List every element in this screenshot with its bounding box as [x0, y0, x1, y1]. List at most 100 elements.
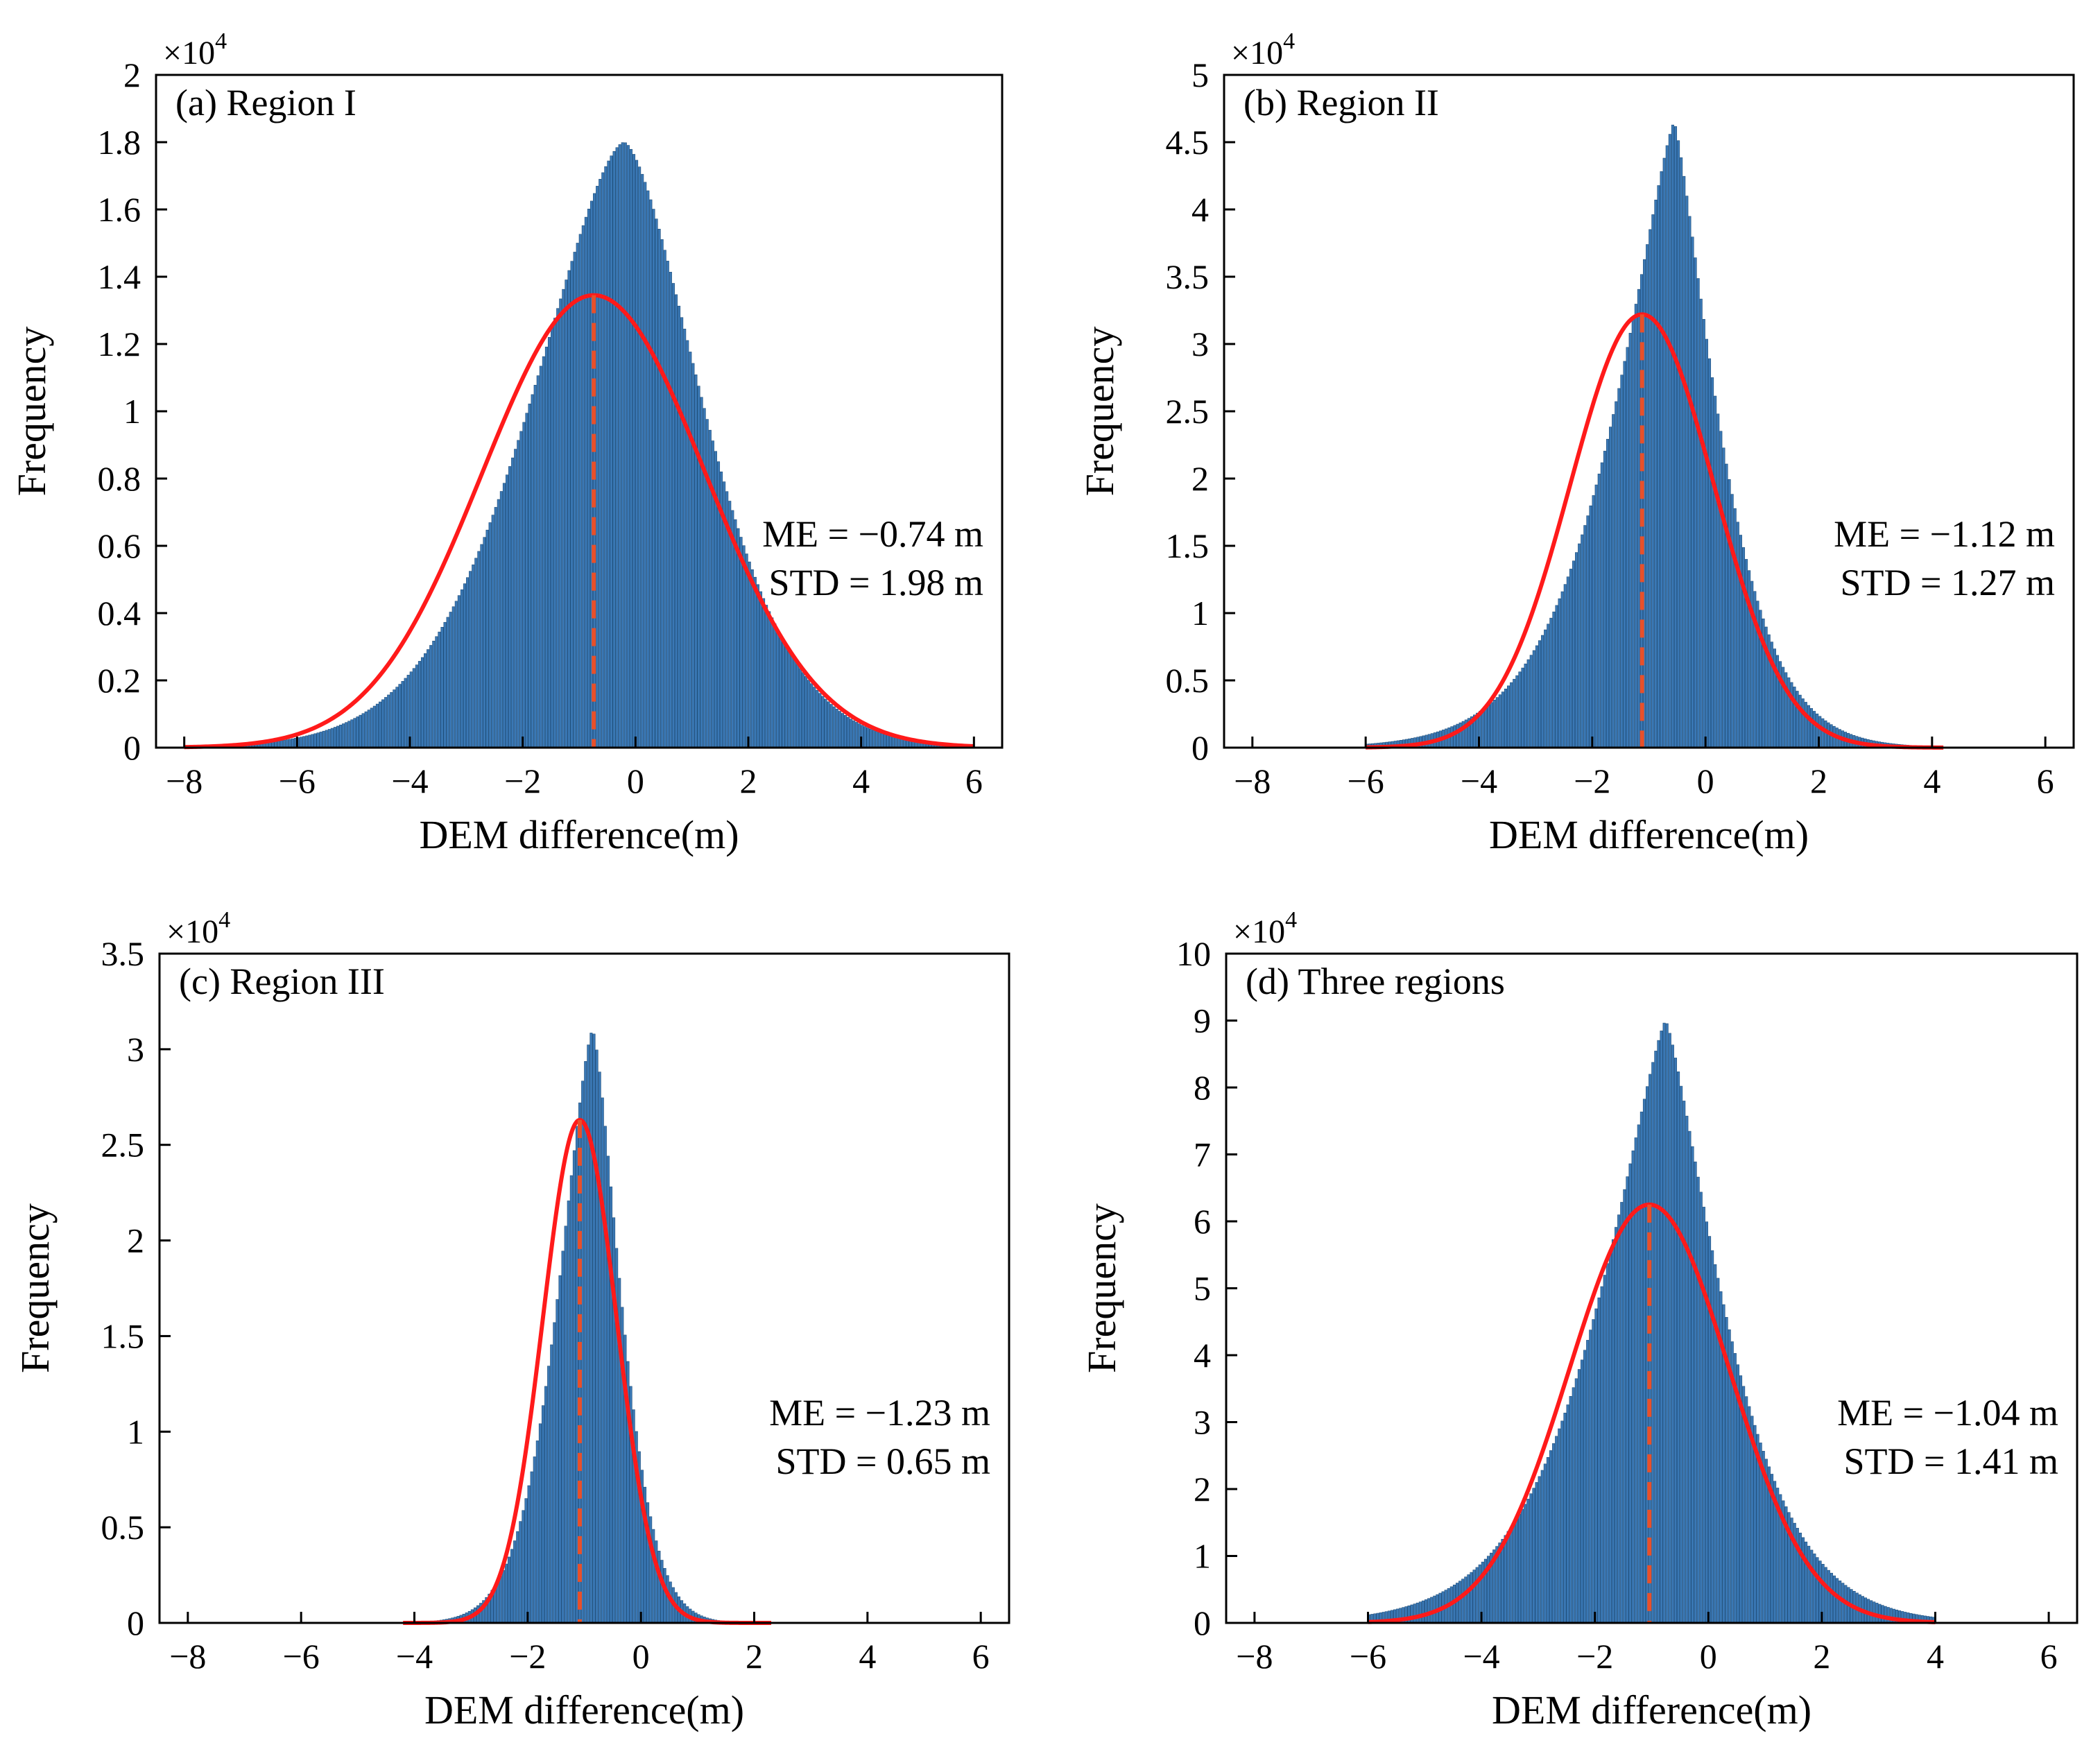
histogram-bar [1555, 605, 1558, 748]
histogram-bar [1415, 1602, 1419, 1624]
histogram-bar [1702, 319, 1705, 748]
histogram-bar [370, 707, 373, 748]
histogram-bar [1456, 723, 1459, 748]
panel-title: (b) Region II [1243, 82, 1439, 123]
histogram-bar [499, 491, 503, 748]
histogram-bar [680, 317, 684, 748]
histogram-bar [514, 449, 517, 748]
histogram-bar [313, 733, 317, 748]
histogram-bar [1612, 414, 1615, 748]
y-tick-label: 0 [127, 1603, 144, 1642]
histogram-bar [843, 715, 847, 748]
y-tick-label: 4.5 [1166, 123, 1210, 162]
histogram-bar [1722, 447, 1725, 748]
histogram-bar [1677, 1072, 1680, 1624]
histogram-bar [1455, 1583, 1459, 1624]
histogram-bar [886, 734, 890, 748]
histogram-bar [832, 706, 836, 748]
histogram-bar [1875, 1603, 1879, 1624]
histogram-bar [1546, 1456, 1549, 1624]
histogram-bar [499, 1576, 502, 1624]
histogram-bar [1515, 675, 1519, 748]
x-tick-label: −4 [391, 762, 428, 800]
histogram-bar [869, 728, 872, 748]
histogram-bar [1873, 1601, 1876, 1624]
histogram-bar [327, 729, 331, 748]
histogram-bar [660, 1560, 664, 1624]
histogram-bar [1798, 1532, 1802, 1624]
histogram-bar [649, 199, 653, 748]
histogram-bar [584, 1061, 587, 1624]
histogram-bar [1410, 1604, 1413, 1624]
histogram-bar [311, 734, 314, 748]
histogram-bar [531, 394, 534, 748]
histogram-bar [1583, 1350, 1587, 1624]
histogram-bar [1680, 1085, 1683, 1624]
histogram-bar [1662, 1022, 1666, 1624]
y-multiplier: ×104 [166, 907, 230, 950]
histogram-bar [569, 1175, 573, 1624]
histogram-bar [347, 721, 351, 748]
y-tick-label: 1.5 [1166, 526, 1210, 565]
histogram-bar [302, 736, 306, 748]
histogram-bar [1458, 1581, 1462, 1624]
histogram-bar [773, 624, 777, 748]
histogram-bar [1608, 1251, 1612, 1624]
histogram-bar [1804, 702, 1807, 748]
histogram-bar [1696, 278, 1700, 748]
histogram-bar [494, 507, 497, 748]
histogram-bar [700, 397, 703, 748]
histogram-bar [1569, 1395, 1572, 1624]
x-tick-label: 2 [1810, 762, 1827, 800]
histogram-bar [466, 577, 470, 748]
histogram-bar [404, 678, 407, 748]
histogram-bar [1696, 1176, 1700, 1624]
histogram-bar [1668, 134, 1671, 748]
histogram-bar [1810, 1549, 1814, 1624]
histogram-bar [1708, 1236, 1712, 1624]
histogram-bar [813, 687, 816, 748]
histogram-bar [291, 738, 294, 748]
histogram-bar [1660, 171, 1663, 748]
histogram-bar [361, 713, 365, 748]
histogram-bar [1510, 682, 1513, 748]
histogram-bar [801, 672, 805, 748]
x-tick-label: 2 [1813, 1637, 1830, 1676]
histogram-bar [1677, 140, 1680, 748]
histogram-bar [576, 243, 579, 748]
histogram-bar [1662, 157, 1666, 748]
y-tick-label: 2 [1194, 1470, 1211, 1508]
histogram-bar [460, 589, 463, 748]
y-tick-label: 1 [1191, 594, 1209, 633]
histogram-bar [1603, 1275, 1606, 1624]
panel-title: (d) Three regions [1246, 961, 1505, 1002]
histogram-bar [1673, 1058, 1678, 1624]
histogram-bar [565, 280, 568, 748]
histogram-bar [798, 668, 802, 748]
y-tick-label: 1 [1194, 1537, 1211, 1576]
histogram-bar [1572, 1387, 1575, 1624]
histogram-bar [1671, 1044, 1674, 1624]
histogram-bar [1563, 1413, 1567, 1624]
histogram-bar [618, 144, 621, 748]
histogram-bar [1827, 1570, 1830, 1624]
histogram-bar [1628, 333, 1632, 748]
histogram-bar [1558, 1428, 1561, 1624]
y-multiplier-base: ×10 [166, 913, 218, 950]
y-tick-label: 2 [123, 55, 141, 94]
histogram-bar [1552, 611, 1556, 748]
histogram-bar [638, 166, 642, 748]
histogram-bar [621, 142, 624, 748]
histogram-bar [1809, 708, 1814, 748]
histogram-bar [1600, 462, 1603, 748]
histogram-bar [1501, 1538, 1504, 1624]
histogram-bar [420, 657, 424, 748]
histogram-bar [1609, 427, 1612, 748]
y-multiplier-base: ×10 [163, 35, 215, 71]
histogram-bar [288, 739, 291, 748]
histogram-bar [1586, 1340, 1590, 1624]
histogram-bar [395, 687, 399, 748]
histogram-bar [607, 160, 610, 748]
histogram-bar [316, 732, 320, 748]
